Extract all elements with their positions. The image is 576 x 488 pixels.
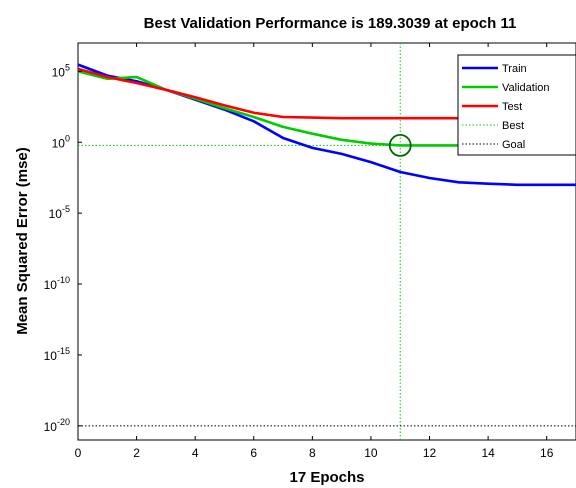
legend-label-test: Test (502, 101, 522, 113)
legend-label-goal: Goal (502, 139, 525, 151)
x-tick-label: 12 (423, 446, 437, 460)
x-tick-label: 10 (364, 446, 378, 460)
y-tick-label: 10-10 (44, 275, 70, 292)
y-tick-label: 10-15 (44, 346, 70, 363)
x-tick-label: 0 (75, 446, 82, 460)
legend-entries: Train Validation Test Best Goal (462, 63, 550, 151)
best-marker-circle (388, 133, 412, 157)
y-tick-label: 10-20 (44, 417, 70, 434)
x-tick-label: 16 (540, 446, 554, 460)
x-tick-label: 8 (309, 446, 316, 460)
x-axis-label: 17 Epochs (289, 469, 364, 486)
y-tick-label: 10-5 (49, 204, 70, 221)
x-tick-label: 2 (133, 446, 140, 460)
y-tick-label: 100 (52, 133, 70, 150)
legend-label-train: Train (502, 63, 527, 75)
x-tick-label: 6 (250, 446, 257, 460)
legend-label-best: Best (502, 120, 524, 132)
legend: Train Validation Test Best Goal (457, 54, 576, 156)
x-tick-label: 4 (192, 446, 199, 460)
y-axis-label: Mean Squared Error (mse) (14, 147, 31, 335)
y-tick-label: 105 (52, 62, 70, 79)
legend-label-validation: Validation (502, 82, 550, 94)
x-tick-label: 14 (481, 446, 495, 460)
axes: 0 2 4 6 8 10 12 14 16 105 100 10-5 10-10 10-15 10-20 (44, 43, 554, 460)
chart-title: Best Validation Performance is 189.3039 … (144, 15, 517, 32)
